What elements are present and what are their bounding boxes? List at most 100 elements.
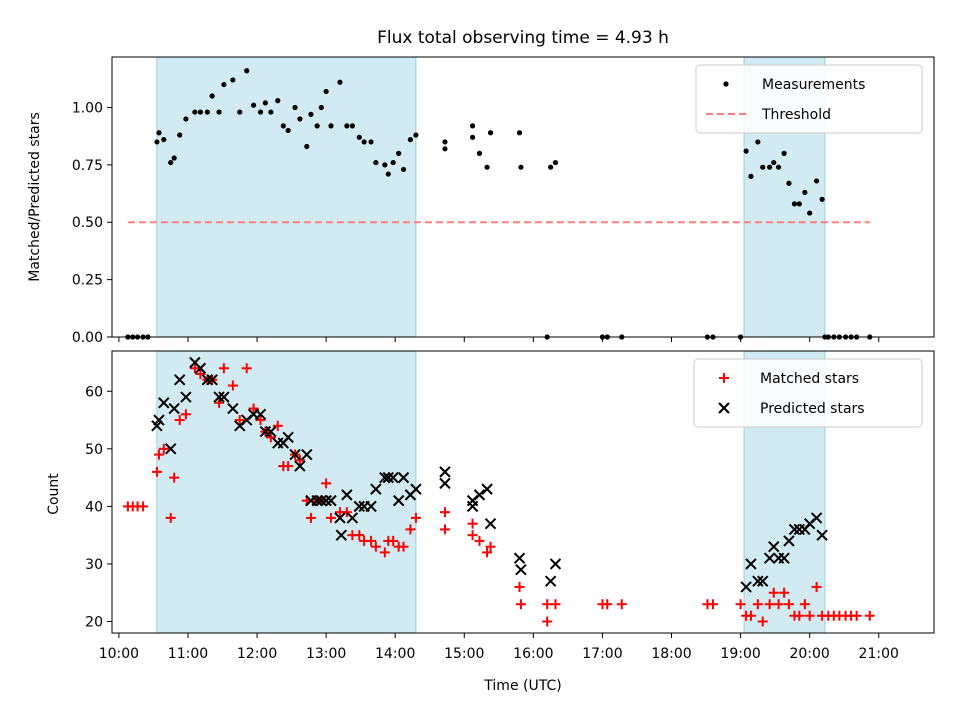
x-marker-b [481, 483, 493, 495]
top-series-1-point [382, 162, 388, 168]
top-series-1-point [767, 164, 773, 170]
bottom-series-1-point [283, 461, 294, 472]
top-series-1-point [344, 123, 350, 129]
bottom-series-1-point [341, 507, 352, 518]
x-marker-b [334, 512, 346, 524]
top-series-1-point [177, 132, 183, 138]
bottom-series-2-point [745, 558, 757, 570]
x-marker-b [254, 408, 267, 421]
bottom-series-1-point [811, 581, 822, 592]
top-series-1-point [197, 109, 204, 115]
bottom-series-1-point [799, 599, 810, 610]
bottom-series-1-point [804, 610, 815, 621]
x-marker-b [346, 512, 359, 524]
bottom-series-2-point [439, 477, 451, 490]
top-series-1-point [304, 143, 310, 150]
bottom-series-1-point [467, 530, 478, 541]
bottom-series-1-point [467, 518, 478, 529]
bottom-series-1-point [550, 599, 561, 610]
top-series-1-point [518, 164, 524, 170]
bottom-series-2-point [439, 466, 451, 478]
top-series-1-point [385, 171, 391, 177]
top-series-1-point [318, 104, 324, 111]
top-shaded-span-1 [156, 56, 417, 338]
legend-label: Threshold [761, 107, 831, 123]
top-series-1-point [168, 159, 174, 166]
top-series-1-point [781, 150, 787, 156]
bottom-series-1-point [757, 616, 768, 627]
x-tick-label: 17:00 [582, 646, 622, 662]
x-marker-b [392, 494, 405, 507]
bottom-series-1-point [255, 415, 266, 426]
x-marker-b [439, 477, 451, 490]
bottom-series-1-point [602, 599, 613, 610]
bottom-series-1-point [151, 466, 162, 477]
top-series-1-point [204, 109, 210, 115]
x-marker-b [294, 460, 306, 472]
top-panel: 0.00 0.25 0.50 0.75 1.00 Measurements Threshol… [72, 56, 935, 346]
bottom-y-axis-label: Count [46, 473, 62, 515]
top-series-1-point [356, 134, 362, 140]
top-series-1-point [280, 123, 286, 129]
bottom-series-1-point [410, 512, 421, 523]
bottom-series-2-point [346, 512, 359, 524]
bottom-series-2-point [756, 575, 769, 587]
top-series-1-point [268, 109, 274, 115]
bottom-series-2-point [387, 471, 399, 484]
top-series-1-point [771, 159, 777, 166]
bottom-series-1-point [153, 449, 164, 460]
x-marker-b [763, 552, 776, 564]
bottom-series-1-point [180, 409, 191, 420]
bottom-series-1-point [485, 541, 496, 552]
bottom-series-2-point [392, 494, 405, 507]
bottom-series-1-point [388, 535, 399, 546]
top-series-1-point [328, 123, 334, 129]
legend-predicted-swatch-b [718, 402, 730, 414]
bottom-series-2-point [397, 471, 410, 484]
bottom-y-tick-label: 20 [85, 614, 103, 630]
top-series-1-point [516, 130, 523, 136]
top-series-1-point [469, 134, 476, 140]
top-series-1-point [786, 180, 792, 186]
bottom-series-1-point [169, 472, 180, 483]
top-series-1-point [251, 102, 257, 108]
bottom-series-2-point [254, 408, 267, 421]
bottom-series-1-point [165, 512, 176, 523]
x-marker-b [315, 494, 328, 507]
bottom-series-2-point [320, 494, 332, 507]
bottom-series-1-point [783, 599, 794, 610]
bottom-series-1-point [439, 507, 450, 518]
bottom-series-2-point [365, 500, 377, 513]
bottom-series-1-point [305, 512, 316, 523]
bottom-series-2-point [265, 425, 277, 438]
x-marker-b [353, 500, 365, 513]
bottom-series-2-point [788, 523, 801, 536]
x-tick-label: 15:00 [444, 646, 484, 662]
bottom-series-1-point [366, 535, 377, 546]
x-tick-label: 20:00 [789, 646, 829, 662]
bottom-series-2-point [768, 540, 780, 553]
bottom-panel: 20 30 40 50 60 10:00 11:00 12:00 13:00 14:00 15:00… [85, 350, 935, 662]
legend-label: Matched stars [760, 371, 859, 387]
x-marker-b [783, 535, 795, 547]
bottom-series-2-point [282, 431, 294, 444]
top-y-tick-label: 1.00 [72, 100, 103, 116]
top-series-1-point [819, 196, 825, 202]
x-marker-b [544, 575, 557, 587]
top-series-1-point [548, 164, 554, 170]
top-series-1-point [337, 79, 343, 85]
bottom-series-2-point [515, 563, 527, 576]
figure-title: Flux total observing time = 4.93 h [377, 28, 669, 48]
x-marker-b [189, 356, 201, 369]
x-marker-b [168, 402, 180, 415]
x-axis-label: Time (UTC) [483, 678, 561, 694]
x-tick-label: 11:00 [168, 646, 208, 662]
x-marker-b [752, 575, 764, 587]
x-marker-b [265, 425, 277, 438]
bottom-series-2-point [227, 402, 239, 415]
bottom-series-2-point [353, 500, 365, 513]
x-marker-b [370, 483, 382, 495]
bottom-series-2-point [201, 374, 214, 386]
bottom-series-2-point [783, 535, 795, 547]
